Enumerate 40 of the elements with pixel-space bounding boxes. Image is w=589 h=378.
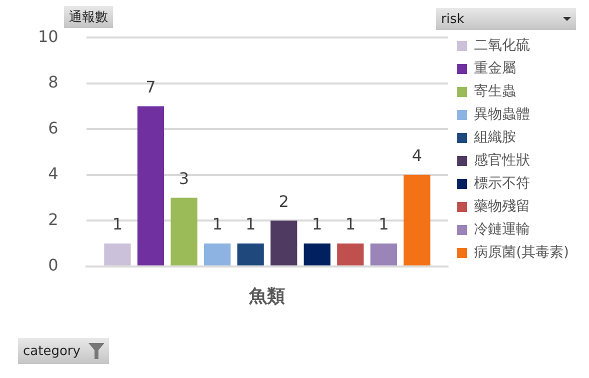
text: category [23,344,80,358]
data-label: 1 [245,214,256,234]
legend-label: 寄生蟲 [474,84,516,100]
data-label: 3 [178,168,190,188]
bar [237,244,264,266]
y-tick-label: 10 [38,26,58,46]
y-tick-label: 8 [48,72,58,92]
bar [204,244,231,266]
bar [104,244,131,266]
legend-label: 異物蟲體 [474,106,530,123]
y-tick-label: 2 [48,210,58,229]
legend-label: 組織胺 [473,130,516,146]
legend-title: risk [441,12,464,26]
bar [370,244,397,266]
data-label: 1 [312,214,322,234]
bar [170,198,198,266]
legend-label: 病原菌(其毒素) [474,244,570,261]
y-axis-title: 通報數 [64,6,113,28]
data-label: 1 [378,214,389,234]
legend-label: 藥物殘留 [474,198,530,215]
x-tick-label: 魚類 [248,286,286,307]
y-tick-label: 6 [48,118,58,138]
data-label: 7 [146,77,156,96]
data-label: 1 [112,214,123,234]
data-label: 1 [212,214,222,234]
data-label: 4 [412,146,422,166]
bar [304,244,330,266]
bar [270,220,298,266]
legend-label: 重金屬 [474,60,516,77]
bar [404,174,430,266]
legend-label: 冷鏈運輸 [474,222,530,238]
legend-label: 標示不符 [474,176,530,192]
legend-label: 感官性狀 [474,152,530,169]
bar [337,244,364,266]
data-label: 1 [345,214,356,234]
y-tick-label: 4 [48,164,58,184]
data-label: 2 [278,192,289,211]
y-tick-label: 0 [48,256,58,275]
legend-label: 二氧化硫 [474,38,530,54]
bar [137,106,164,266]
